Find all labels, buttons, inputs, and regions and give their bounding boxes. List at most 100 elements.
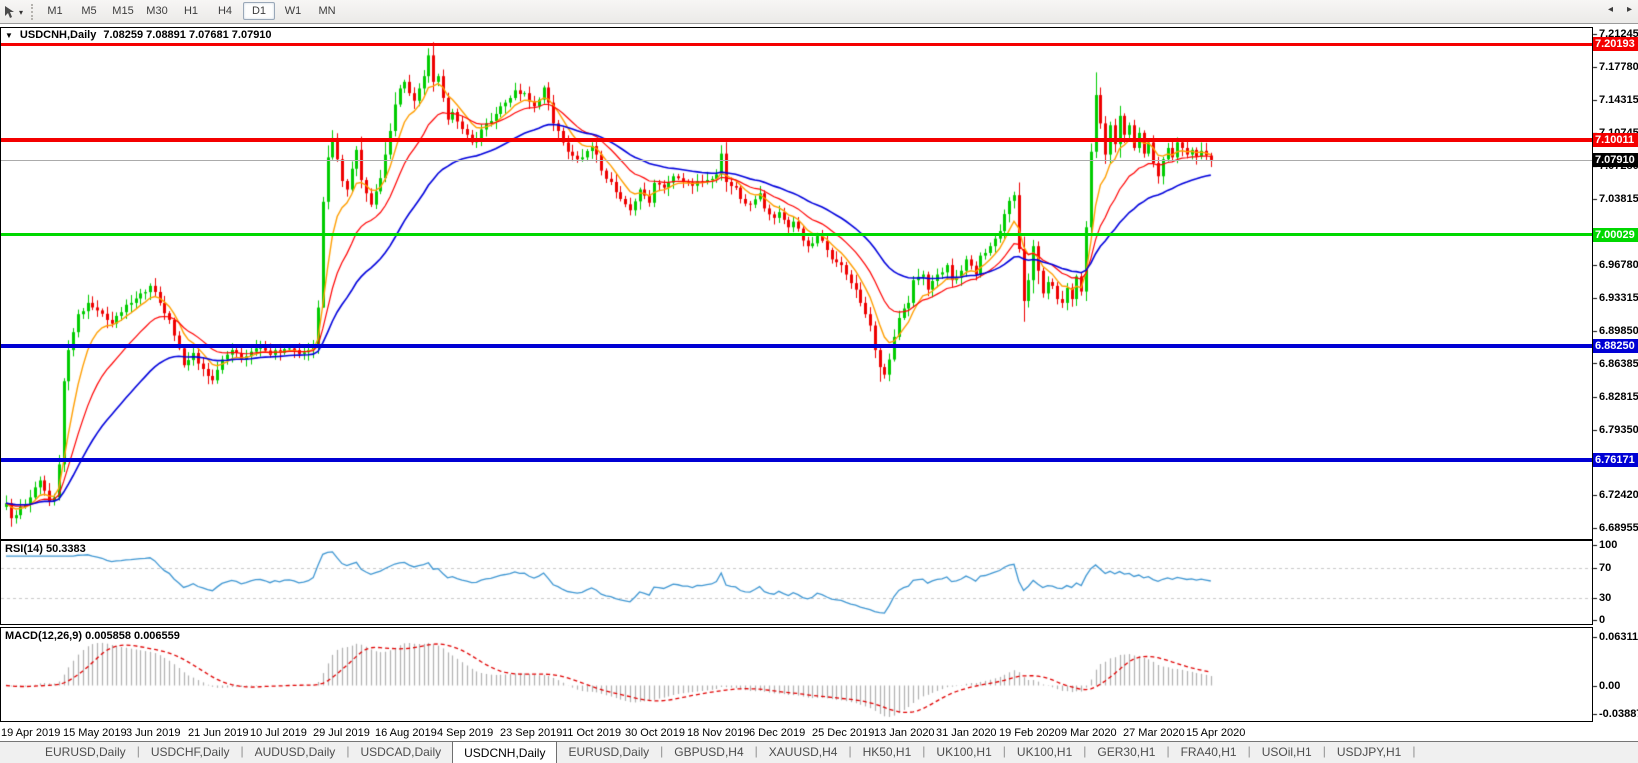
toolbar-grip[interactable] (31, 4, 36, 20)
hline-6.76171[interactable] (1, 457, 1592, 462)
tab-separator: | (754, 744, 758, 758)
timeframe-toolbar: ▾ M1 M5 M15 M30 H1 H4 D1 W1 MN (0, 0, 1638, 24)
tab-uk100-h1[interactable]: UK100,H1 (936, 745, 992, 759)
collapse-arrow-icon[interactable]: ▼ (5, 30, 13, 40)
tab-separator: | (1002, 744, 1006, 758)
tab-separator: | (1247, 744, 1251, 758)
date-tick-label: 11 Oct 2019 (562, 727, 622, 739)
date-tick-label: 30 Oct 2019 (625, 727, 685, 739)
tab-scroll-buttons: ◂ ▸ (1608, 4, 1632, 15)
price-label-7.10011: 7.10011 (1593, 133, 1638, 148)
timeframe-button-h1[interactable]: H1 (183, 5, 199, 17)
macd-axis-tick: 0.00 (1599, 679, 1621, 692)
tab-eurusd-daily-2[interactable]: EURUSD,Daily (568, 745, 650, 759)
timeframe-button-m15[interactable]: M15 (112, 5, 134, 17)
tab-eurusd-daily[interactable]: EURUSD,Daily (45, 745, 126, 759)
tab-xauusd-h4[interactable]: XAUUSD,H4 (768, 745, 838, 759)
chart-symbol-period: USDCNH,Daily (19, 29, 97, 41)
date-axis[interactable]: 19 Apr 2019 15 May 2019 3 Jun 2019 21 Jun 2… (0, 722, 1638, 741)
tab-gbpusd-h4[interactable]: GBPUSD,H4 (674, 745, 744, 759)
hline-7.20193[interactable] (1, 42, 1592, 46)
date-tick-label: 27 Mar 2020 (1123, 727, 1185, 739)
tab-usdjpy-h1[interactable]: USDJPY,H1 (1336, 745, 1402, 759)
date-tick-label: 3 Jun 2019 (126, 727, 181, 739)
cursor-tool-icon[interactable] (3, 5, 17, 19)
tab-usdcnh-daily[interactable]: USDCNH,Daily (452, 741, 558, 763)
macd-axis-tick: 0.063113 (1599, 631, 1638, 644)
timeframe-button-mn[interactable]: MN (318, 5, 336, 17)
tab-uk100-h1-2[interactable]: UK100,H1 (1016, 745, 1073, 759)
rsi-axis-tick: 0 (1599, 614, 1606, 626)
date-tick-label: 9 Mar 2020 (1061, 727, 1117, 739)
tab-separator: | (346, 744, 350, 758)
rsi-indicator-label: RSI(14) 50.3383 (5, 543, 86, 555)
tab-usdchf-daily[interactable]: USDCHF,Daily (150, 745, 230, 759)
price-label-7.07910: 7.07910 (1593, 153, 1638, 168)
timeframe-button-m1[interactable]: M1 (47, 5, 63, 17)
date-tick-label: 23 Sep 2019 (500, 727, 563, 739)
tab-separator: | (136, 744, 140, 758)
y-axis-tick: 7.14315 (1599, 93, 1638, 106)
chart-ohlc-values: 7.08259 7.08891 7.07681 7.07910 (103, 29, 272, 41)
hline-7.10011[interactable] (1, 138, 1592, 143)
timeframe-button-h4[interactable]: H4 (217, 5, 233, 17)
timeframe-button-m30[interactable]: M30 (146, 5, 168, 17)
toolbar-cursor-cluster: ▾ (3, 3, 42, 21)
hline-7.07910[interactable] (1, 159, 1592, 161)
price-label-6.76171: 6.76171 (1593, 452, 1638, 467)
rsi-axis-tick: 30 (1599, 591, 1612, 604)
tab-separator: | (660, 744, 664, 758)
tab-separator: | (1412, 744, 1416, 758)
tab-usoil-h1[interactable]: USOil,H1 (1261, 745, 1312, 759)
macd-axis-tick: -0.038872 (1599, 708, 1638, 720)
tab-separator: | (240, 744, 244, 758)
tab-separator: | (1083, 744, 1087, 758)
tab-usdcad-daily[interactable]: USDCAD,Daily (360, 745, 442, 759)
price-label-7.20193: 7.20193 (1593, 37, 1638, 52)
chevron-down-icon[interactable]: ▾ (19, 7, 24, 17)
y-axis-tick: 6.86385 (1599, 357, 1638, 370)
timeframe-button-w1[interactable]: W1 (284, 5, 302, 17)
date-tick-label: 13 Jan 2020 (874, 727, 935, 739)
tab-separator: | (1166, 744, 1170, 758)
tab-fra40-h1[interactable]: FRA40,H1 (1180, 745, 1237, 759)
y-axis-tick: 7.17780 (1599, 60, 1638, 73)
tab-separator: | (922, 744, 926, 758)
date-tick-label: 4 Sep 2019 (437, 727, 494, 739)
tab-audusd-daily[interactable]: AUDUSD,Daily (254, 745, 336, 759)
y-axis-tick: 6.89850 (1599, 324, 1638, 337)
y-axis-tick: 7.03815 (1599, 192, 1638, 205)
date-tick-label: 31 Jan 2020 (936, 727, 997, 739)
date-tick-label: 29 Jul 2019 (313, 727, 370, 739)
hline-6.88250[interactable] (1, 343, 1592, 348)
date-tick-label: 16 Aug 2019 (375, 727, 437, 739)
tab-scroll-left-icon[interactable]: ◂ (1607, 4, 1613, 15)
hline-7.00029[interactable] (1, 233, 1592, 237)
timeframe-button-m5[interactable]: M5 (81, 5, 97, 17)
price-label-6.88250: 6.88250 (1593, 338, 1638, 353)
date-tick-label: 21 Jun 2019 (188, 727, 249, 739)
rsi-axis-tick: 70 (1599, 561, 1612, 574)
main-chart-panel (0, 27, 1593, 540)
y-axis-tick: 6.68955 (1599, 522, 1638, 535)
date-tick-label: 10 Jul 2019 (250, 727, 307, 739)
tab-ger30-h1[interactable]: GER30,H1 (1097, 745, 1156, 759)
date-tick-label: 15 Apr 2020 (1186, 727, 1246, 739)
y-axis-tick: 6.72420 (1599, 489, 1638, 502)
date-tick-label: 19 Feb 2020 (999, 727, 1061, 739)
chart-header: ▼ USDCNH,Daily 7.08259 7.08891 7.07681 7… (5, 29, 272, 41)
macd-indicator-label: MACD(12,26,9) 0.005858 0.006559 (5, 630, 180, 642)
y-axis-tick: 6.82815 (1599, 391, 1638, 404)
tab-scroll-right-icon[interactable]: ▸ (1626, 4, 1632, 15)
date-tick-label: 19 Apr 2019 (1, 727, 61, 739)
timeframe-button-d1[interactable]: D1 (243, 2, 275, 20)
macd-panel (0, 627, 1593, 722)
rsi-axis-tick: 100 (1599, 539, 1618, 551)
timeframe-buttons: M1 M5 M15 M30 H1 H4 D1 W1 MN (38, 2, 344, 20)
tab-hk50-h1[interactable]: HK50,H1 (862, 745, 912, 759)
date-tick-label: 6 Dec 2019 (749, 727, 806, 739)
date-tick-label: 18 Nov 2019 (687, 727, 750, 739)
y-axis-tick: 6.96780 (1599, 259, 1638, 272)
chart-tab-bar: EURUSD,Daily | USDCHF,Daily | AUDUSD,Daily | U… (0, 741, 1638, 763)
